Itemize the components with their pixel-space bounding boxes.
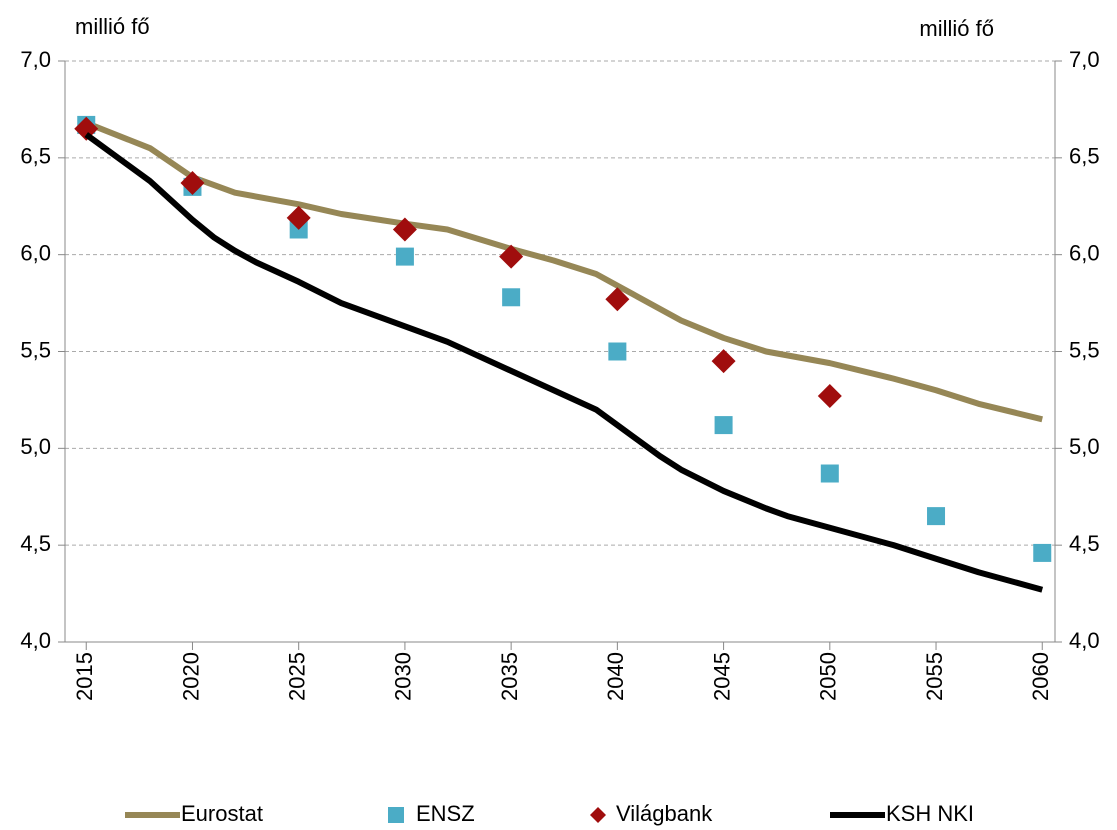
legend-label: Eurostat [181, 801, 263, 826]
x-tick-label: 2030 [391, 652, 416, 701]
y2-tick-label: 6,0 [1069, 240, 1100, 265]
y-tick-label: 4,5 [20, 531, 51, 556]
y-tick-label: 5,0 [20, 434, 51, 459]
y2-tick-label: 5,5 [1069, 337, 1100, 362]
y-tick-label: 6,5 [20, 144, 51, 169]
data-point [714, 416, 733, 435]
data-point [605, 287, 630, 312]
legend-swatch [590, 807, 606, 823]
data-point [711, 349, 736, 374]
data-point [502, 288, 521, 307]
y2-tick-label: 5,0 [1069, 434, 1100, 459]
y2-tick-label: 7,0 [1069, 47, 1100, 72]
y-tick-label: 5,5 [20, 337, 51, 362]
data-point [74, 116, 99, 141]
legend-label: KSH NKI [886, 801, 974, 826]
legend-swatch [388, 807, 404, 823]
y2-axis-label: millió fő [919, 16, 994, 41]
x-tick-label: 2040 [603, 652, 628, 701]
data-point [499, 244, 524, 269]
data-point [820, 464, 839, 483]
data-point [608, 342, 627, 361]
data-point [395, 247, 414, 266]
x-tick-label: 2035 [497, 652, 522, 701]
y-tick-label: 7,0 [20, 47, 51, 72]
x-tick-label: 2055 [922, 652, 947, 701]
y2-tick-label: 4,0 [1069, 628, 1100, 653]
data-point [286, 205, 311, 230]
x-tick-label: 2050 [816, 652, 841, 701]
x-tick-label: 2020 [178, 652, 203, 701]
series-line [85, 120, 1043, 423]
data-point [817, 384, 842, 409]
data-point [180, 171, 205, 196]
y-tick-label: 4,0 [20, 628, 51, 653]
x-tick-label: 2060 [1028, 652, 1053, 701]
y2-tick-label: 4,5 [1069, 531, 1100, 556]
x-tick-label: 2015 [72, 652, 97, 701]
legend-label: ENSZ [416, 801, 475, 826]
series-line [84, 132, 1044, 593]
x-tick-label: 2045 [709, 652, 734, 701]
y2-tick-label: 6,5 [1069, 144, 1100, 169]
data-point [392, 217, 417, 242]
y-tick-label: 6,0 [20, 240, 51, 265]
y-axis-label: millió fő [75, 14, 150, 39]
x-tick-label: 2025 [285, 652, 310, 701]
data-point [927, 507, 946, 526]
legend-label: Világbank [616, 801, 713, 826]
data-point [1033, 543, 1052, 562]
